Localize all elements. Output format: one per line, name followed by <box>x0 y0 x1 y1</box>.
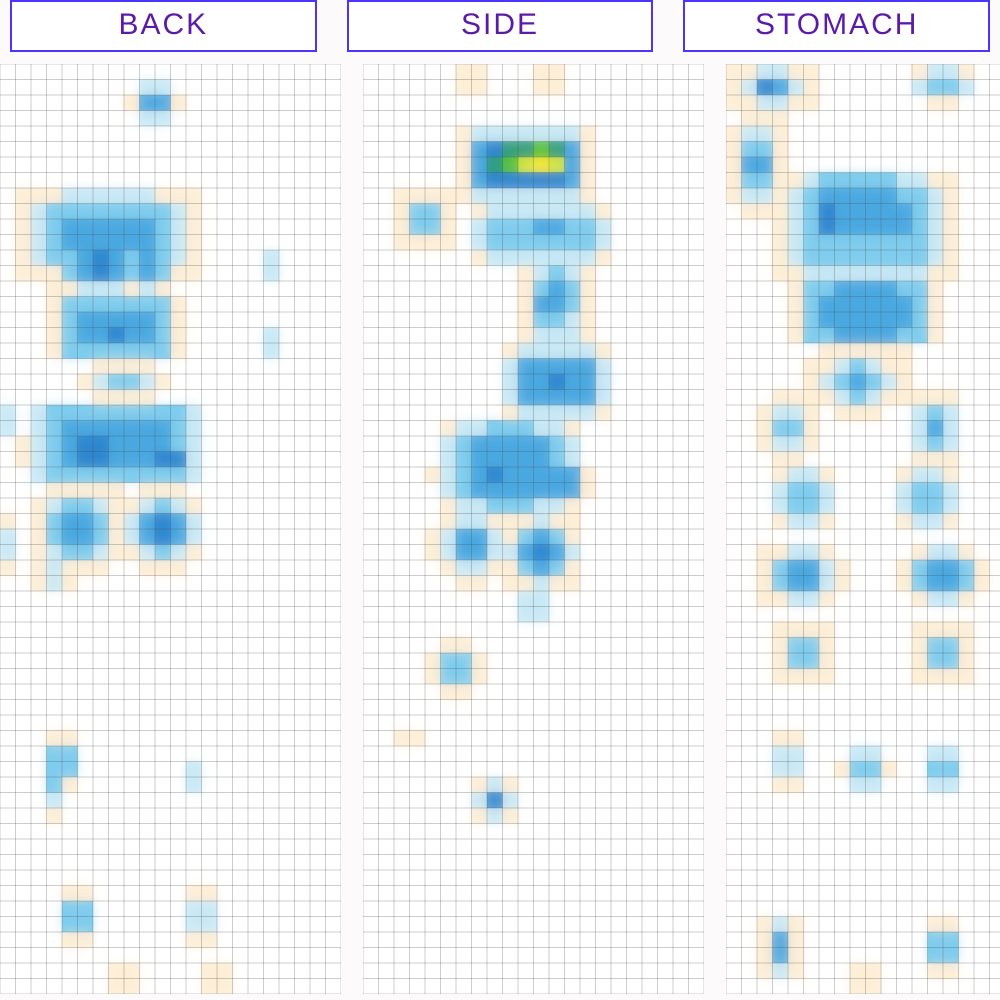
panel-title-side: SIDE <box>347 0 654 52</box>
heatmap-panel-side <box>363 64 704 994</box>
heatmap-panels-row <box>0 64 1000 994</box>
heatmap-panel-stomach <box>726 64 1000 994</box>
panel-titles-row: BACK SIDE STOMACH <box>0 0 1000 64</box>
panel-title-stomach: STOMACH <box>683 0 990 52</box>
panel-title-back: BACK <box>10 0 317 52</box>
heatmap-panel-back <box>0 64 341 994</box>
